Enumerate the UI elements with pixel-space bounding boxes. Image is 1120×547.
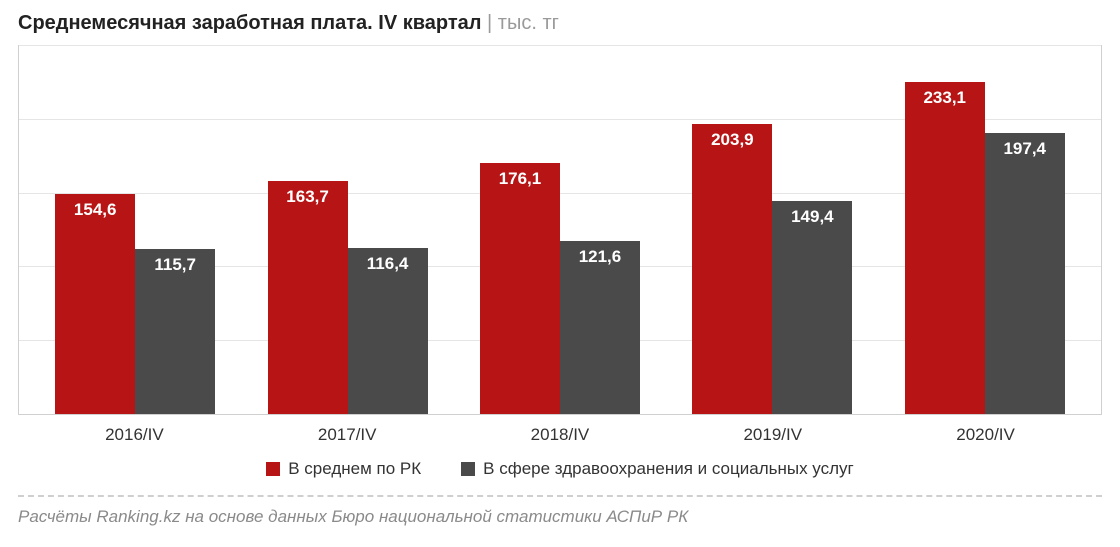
x-axis-label: 2016/IV bbox=[54, 425, 214, 445]
bar-series-b: 197,4 bbox=[985, 133, 1065, 414]
source-text: Расчёты Ranking.kz на основе данных Бюро… bbox=[18, 507, 1102, 527]
bar-value-label: 197,4 bbox=[985, 139, 1065, 159]
legend-item: В среднем по РК bbox=[266, 459, 421, 479]
bar-series-a: 176,1 bbox=[480, 163, 560, 414]
bar-value-label: 176,1 bbox=[480, 169, 560, 189]
bar-value-label: 154,6 bbox=[55, 200, 135, 220]
chart-title-sub: тыс. тг bbox=[498, 12, 559, 34]
bar-value-label: 233,1 bbox=[905, 88, 985, 108]
chart-legend: В среднем по РК В сфере здравоохранения и… bbox=[18, 459, 1102, 479]
bar-series-b: 115,7 bbox=[135, 249, 215, 414]
bar-value-label: 163,7 bbox=[268, 187, 348, 207]
chart-title-main: Среднемесячная заработная плата. IV квар… bbox=[18, 12, 481, 34]
legend-swatch bbox=[461, 462, 475, 476]
bar-group: 176,1 121,6 bbox=[480, 163, 640, 414]
legend-label: В среднем по РК bbox=[288, 459, 421, 479]
legend-item: В сфере здравоохранения и социальных усл… bbox=[461, 459, 854, 479]
chart-title: Среднемесячная заработная плата. IV квар… bbox=[18, 12, 1102, 35]
bar-series-a: 154,6 bbox=[55, 194, 135, 414]
bar-value-label: 116,4 bbox=[348, 254, 428, 274]
bar-series-a: 163,7 bbox=[268, 181, 348, 414]
x-axis-label: 2020/IV bbox=[906, 425, 1066, 445]
bar-series-b: 149,4 bbox=[772, 201, 852, 414]
bar-value-label: 203,9 bbox=[692, 130, 772, 150]
bar-group: 203,9 149,4 bbox=[692, 124, 852, 414]
legend-label: В сфере здравоохранения и социальных усл… bbox=[483, 459, 854, 479]
chart-title-sep: | bbox=[481, 12, 497, 34]
x-axis-label: 2018/IV bbox=[480, 425, 640, 445]
bar-group: 233,1 197,4 bbox=[905, 82, 1065, 414]
bar-series-b: 116,4 bbox=[348, 248, 428, 414]
bar-series-a: 203,9 bbox=[692, 124, 772, 414]
chart-plot-area: 154,6 115,7 163,7 116,4 176,1 121,6 203,9 149,4… bbox=[18, 45, 1102, 415]
bar-value-label: 121,6 bbox=[560, 247, 640, 267]
bar-group: 154,6 115,7 bbox=[55, 194, 215, 414]
bar-value-label: 115,7 bbox=[135, 255, 215, 275]
bar-series-a: 233,1 bbox=[905, 82, 985, 414]
separator-line bbox=[18, 495, 1102, 497]
bar-value-label: 149,4 bbox=[772, 207, 852, 227]
x-axis-label: 2017/IV bbox=[267, 425, 427, 445]
bar-series-b: 121,6 bbox=[560, 241, 640, 414]
bar-group: 163,7 116,4 bbox=[268, 181, 428, 414]
legend-swatch bbox=[266, 462, 280, 476]
x-axis-label: 2019/IV bbox=[693, 425, 853, 445]
chart-bars: 154,6 115,7 163,7 116,4 176,1 121,6 203,9 149,4… bbox=[19, 45, 1101, 414]
chart-x-axis: 2016/IV 2017/IV 2018/IV 2019/IV 2020/IV bbox=[18, 415, 1102, 445]
